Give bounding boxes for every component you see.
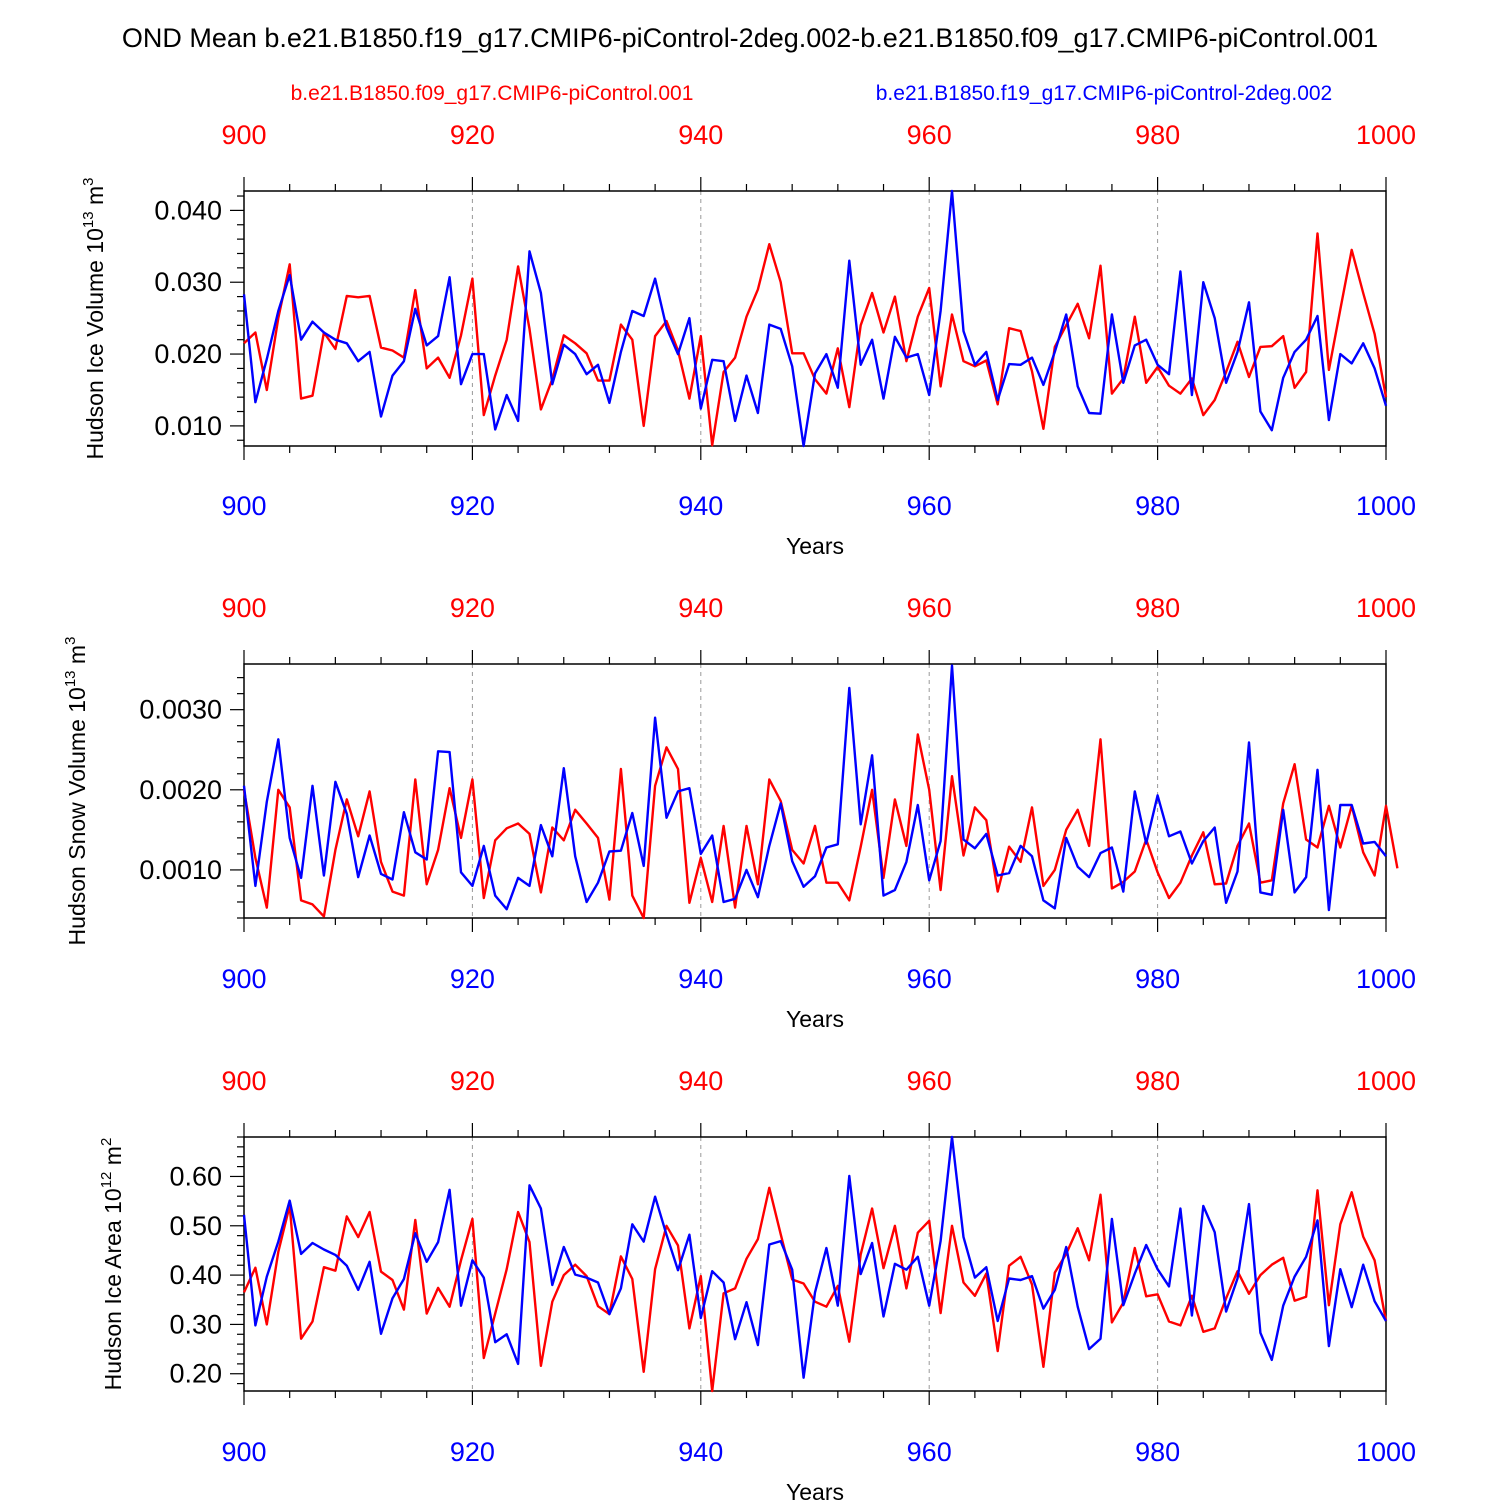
top-x-tick-label: 980 <box>1135 593 1180 623</box>
y-tick-label: 0.40 <box>169 1260 222 1290</box>
x-tick-label: 920 <box>450 1437 495 1467</box>
x-axis-title: Years <box>786 1479 844 1500</box>
x-tick-label: 960 <box>907 491 952 521</box>
x-tick-label: 900 <box>221 1437 266 1467</box>
y-axis-title-exponent: 13 <box>80 211 97 228</box>
chart-panel-3: 900 920 940 960 980 1000 900 920 940 960 980 1000 0.… <box>98 1066 1416 1500</box>
y-tick-label: 0.0010 <box>139 855 222 885</box>
y-axis-title: Hudson Ice Area 1012 m2 <box>98 1138 126 1391</box>
x-tick-label: 980 <box>1135 491 1180 521</box>
top-x-tick-label: 900 <box>221 120 266 150</box>
y-axis-title-base: Hudson Ice Volume 10 <box>82 228 108 459</box>
y-axis-title-exponent: 12 <box>98 1172 115 1189</box>
top-x-tick-label: 920 <box>450 1066 495 1096</box>
y-axis-title: Hudson Snow Volume 1013 m3 <box>62 637 90 946</box>
x-tick-label: 980 <box>1135 1437 1180 1467</box>
top-x-tick-label: 1000 <box>1356 593 1416 623</box>
x-tick-label: 960 <box>907 964 952 994</box>
x-tick-label: 920 <box>450 964 495 994</box>
y-axis-title-unit-exponent: 2 <box>98 1138 115 1146</box>
y-tick-label: 0.0020 <box>139 775 222 805</box>
chart-panel-1: 900 920 940 960 980 1000 900 920 940 960 980 1000 0.… <box>80 120 1416 559</box>
x-tick-label: 920 <box>450 491 495 521</box>
main-title: OND Mean b.e21.B1850.f19_g17.CMIP6-piCon… <box>122 23 1378 53</box>
plot-frame <box>243 190 1387 447</box>
top-x-tick-label: 1000 <box>1356 1066 1416 1096</box>
x-axis-title: Years <box>786 533 844 559</box>
y-tick-label: 0.010 <box>154 411 222 441</box>
x-tick-label: 940 <box>678 1437 723 1467</box>
top-x-tick-label: 920 <box>450 593 495 623</box>
y-tick-label: 0.0030 <box>139 695 222 725</box>
series-line-red <box>242 733 1399 920</box>
y-tick-label: 0.30 <box>169 1309 222 1339</box>
top-x-tick-label: 900 <box>221 1066 266 1096</box>
y-axis-title-unit: m <box>100 1146 126 1172</box>
x-tick-label: 940 <box>678 964 723 994</box>
top-x-tick-label: 940 <box>678 120 723 150</box>
top-x-tick-label: 900 <box>221 593 266 623</box>
series-line-blue <box>242 1135 1388 1379</box>
y-tick-label: 0.60 <box>169 1161 222 1191</box>
x-tick-label: 1000 <box>1356 491 1416 521</box>
y-tick-label: 0.040 <box>154 195 222 225</box>
y-axis-title-base: Hudson Snow Volume 10 <box>64 687 90 945</box>
top-x-tick-label: 920 <box>450 120 495 150</box>
y-axis-title-unit-exponent: 3 <box>80 177 97 185</box>
y-tick-label: 0.20 <box>169 1359 222 1389</box>
y-axis-title-unit: m <box>64 645 90 671</box>
x-tick-label: 940 <box>678 491 723 521</box>
x-tick-label: 1000 <box>1356 964 1416 994</box>
top-x-tick-label: 980 <box>1135 120 1180 150</box>
y-tick-label: 0.020 <box>154 339 222 369</box>
top-x-tick-label: 1000 <box>1356 120 1416 150</box>
x-axis-title: Years <box>786 1006 844 1032</box>
x-tick-label: 980 <box>1135 964 1180 994</box>
panels-group: 900 920 940 960 980 1000 900 920 940 960 980 1000 0.… <box>62 120 1416 1500</box>
legend-blue-label: b.e21.B1850.f19_g17.CMIP6-piControl-2deg… <box>876 82 1332 105</box>
y-tick-label: 0.50 <box>169 1211 222 1241</box>
top-x-tick-label: 940 <box>678 593 723 623</box>
y-axis-title-base: Hudson Ice Area 10 <box>100 1188 126 1390</box>
y-axis-title-unit: m <box>82 186 108 212</box>
y-tick-label: 0.030 <box>154 267 222 297</box>
y-axis-title-exponent: 13 <box>62 670 79 687</box>
top-x-tick-label: 960 <box>907 1066 952 1096</box>
plot-frame <box>243 1136 1387 1392</box>
x-tick-label: 960 <box>907 1437 952 1467</box>
x-tick-label: 1000 <box>1356 1437 1416 1467</box>
top-x-tick-label: 960 <box>907 593 952 623</box>
x-tick-label: 900 <box>221 491 266 521</box>
series-line-blue <box>242 189 1388 448</box>
top-x-tick-label: 980 <box>1135 1066 1180 1096</box>
y-axis-title-unit-exponent: 3 <box>62 637 79 645</box>
series-line-blue <box>242 664 1387 912</box>
y-axis-title: Hudson Ice Volume 1013 m3 <box>80 177 108 459</box>
legend-red-label: b.e21.B1850.f09_g17.CMIP6-piControl.001 <box>291 82 694 105</box>
top-x-tick-label: 940 <box>678 1066 723 1096</box>
chart-panel-2: 900 920 940 960 980 1000 900 920 940 960 980 1000 0.… <box>62 593 1416 1032</box>
series-line-red <box>242 1186 1388 1393</box>
top-x-tick-label: 960 <box>907 120 952 150</box>
x-tick-label: 900 <box>221 964 266 994</box>
